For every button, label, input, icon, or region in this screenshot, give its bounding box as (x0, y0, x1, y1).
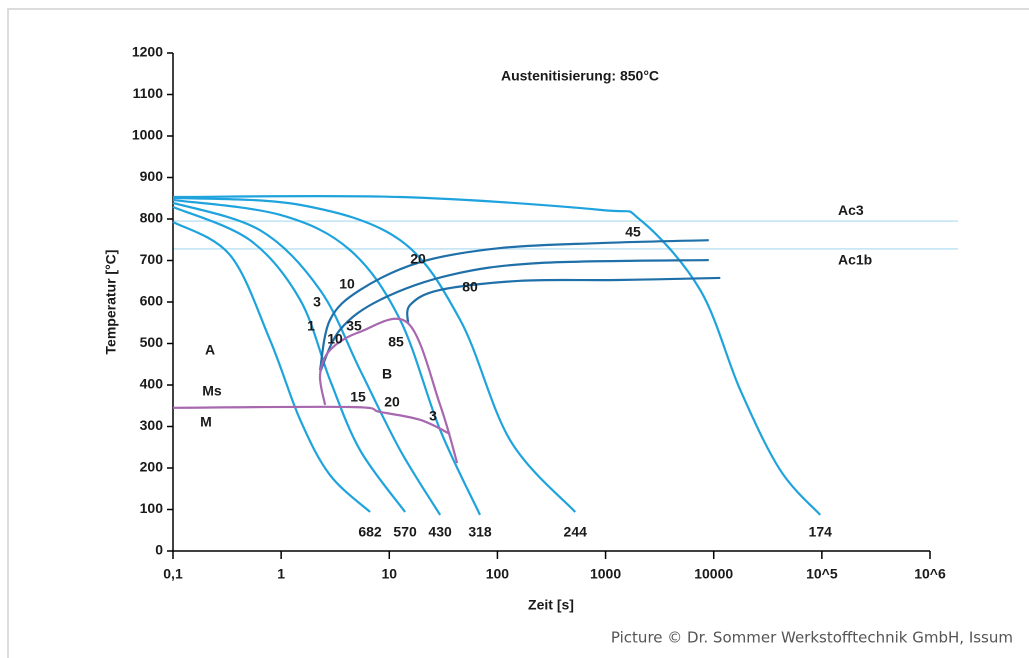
curve (406, 276, 721, 324)
annotation: 10 (339, 276, 355, 292)
y-tick-label: 100 (140, 500, 164, 516)
curve-label: 570 (393, 524, 417, 540)
y-tick-label: 500 (140, 334, 164, 350)
y-tick-label: 300 (140, 417, 164, 433)
x-tick-label: 1 (277, 566, 285, 582)
curve (318, 317, 459, 464)
y-tick-label: 600 (140, 293, 164, 309)
reference-label: Ac1b (838, 252, 872, 268)
x-tick-label: 0,1 (163, 566, 183, 582)
y-tick-label: 800 (140, 210, 164, 226)
curve (319, 258, 709, 373)
x-tick-label: 10 (381, 566, 397, 582)
curve (172, 194, 822, 516)
y-tick-label: 200 (140, 459, 164, 475)
annotation: 10 (327, 331, 343, 347)
curve (172, 201, 442, 516)
annotation: M (200, 414, 212, 430)
annotation: 85 (388, 334, 404, 350)
annotation: 80 (462, 279, 478, 295)
x-tick-label: 1000 (590, 566, 621, 582)
annotation: Ms (202, 383, 222, 399)
curve (172, 405, 451, 435)
curve (172, 205, 406, 513)
x-tick-label: 100 (486, 566, 510, 582)
annotation: B (382, 366, 392, 382)
annotation: 20 (410, 251, 426, 267)
y-tick-label: 1200 (132, 44, 163, 60)
y-tick-label: 400 (140, 376, 164, 392)
curve (172, 220, 371, 513)
annotation: A (205, 342, 215, 358)
y-tick-label: 1000 (132, 127, 163, 143)
x-tick-label: 10000 (694, 566, 733, 582)
chart-title: Austenitisierung: 850°C (501, 68, 659, 84)
annotation: 1 (307, 318, 315, 334)
curve (318, 239, 709, 371)
x-axis-label: Zeit [s] (528, 597, 574, 613)
curve (172, 198, 481, 516)
credit: Picture © Dr. Sommer Werkstofftechnik Gm… (611, 629, 1013, 647)
curve-label: 244 (564, 524, 588, 540)
y-tick-label: 900 (140, 168, 164, 184)
y-tick-label: 700 (140, 251, 164, 267)
y-axis-label: Temperatur [°C] (103, 250, 119, 355)
x-tick-label: 10^6 (914, 566, 946, 582)
curve-label: 174 (809, 524, 833, 540)
curve (172, 196, 577, 513)
curve-label: 430 (428, 524, 452, 540)
annotation: 45 (625, 224, 641, 240)
y-tick-label: 1100 (133, 85, 164, 101)
annotation: 35 (346, 318, 362, 334)
annotation: 3 (313, 294, 321, 310)
annotation: 3 (429, 408, 437, 424)
panel-border (7, 8, 1029, 658)
y-tick-label: 0 (155, 542, 163, 558)
annotation: 15 (350, 389, 366, 405)
reference-label: Ac3 (838, 202, 864, 218)
curve-label: 682 (358, 524, 382, 540)
curve-label: 318 (468, 524, 492, 540)
x-tick-label: 10^5 (806, 566, 838, 582)
annotation: 20 (384, 394, 400, 410)
